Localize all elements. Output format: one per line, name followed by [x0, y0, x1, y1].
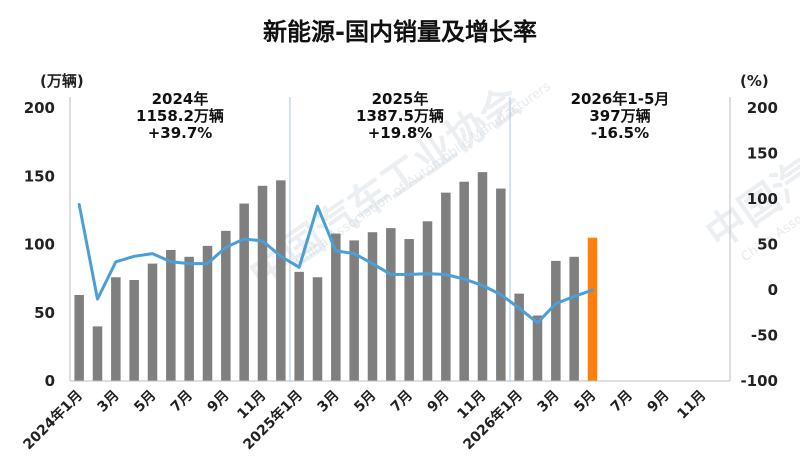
left-axis-tick-label: 50: [34, 304, 55, 322]
bar: [239, 203, 249, 381]
x-axis-tick-label: 7月: [608, 388, 636, 416]
x-axis-tick-label: 9月: [425, 388, 453, 416]
annotation-line: 397万辆: [589, 107, 650, 125]
x-axis-tick-label: 11月: [674, 388, 709, 423]
annotation-line: +39.7%: [148, 124, 213, 142]
right-axis-tick-label: 200: [747, 99, 778, 117]
bar: [532, 315, 543, 381]
annotation-line: 2024年: [152, 90, 209, 108]
left-axis-tick-label: 100: [24, 236, 55, 254]
annotation-line: 2026年1-5月: [571, 90, 670, 108]
annotation-line: +19.8%: [368, 124, 433, 142]
bar: [202, 245, 213, 381]
right-axis-tick-label: -100: [740, 372, 778, 390]
axes: [69, 97, 731, 382]
x-axis-tick-label: 9月: [205, 388, 233, 416]
bar: [386, 228, 396, 381]
bar: [422, 221, 433, 381]
x-axis-tick-label: 9月: [645, 388, 673, 416]
x-axis-tick-label: 7月: [168, 388, 196, 416]
growth-line-series: [77, 203, 594, 325]
annotation-line: 1387.5万辆: [356, 107, 444, 125]
bar: [367, 232, 378, 381]
bar: [496, 188, 506, 381]
x-axis-tick-label: 3月: [315, 388, 343, 416]
bar: [221, 230, 231, 381]
x-axis-tick-label: 3月: [535, 388, 563, 416]
bar: [294, 271, 304, 381]
bar: [276, 180, 286, 381]
bar: [74, 295, 84, 381]
right-axis-tick-label: 0: [768, 281, 778, 299]
bar: [569, 256, 579, 381]
right-axis-ticks: -100 -50 0 50 100 150 200: [740, 99, 778, 390]
right-axis-tick-label: -50: [751, 327, 778, 345]
right-axis-tick-label: 150: [747, 145, 778, 163]
year-separators: [289, 97, 511, 381]
bar: [441, 192, 451, 381]
bar: [551, 260, 561, 381]
left-axis-unit: (万辆): [40, 72, 84, 90]
right-axis-tick-label: 100: [747, 190, 778, 208]
bar: [331, 233, 341, 381]
x-axis-tick-label: 5月: [571, 388, 599, 416]
right-axis-unit: (%): [740, 72, 769, 90]
bar: [404, 239, 414, 381]
left-axis-tick-label: 0: [45, 372, 55, 390]
bar: [111, 277, 121, 381]
x-axis-tick-label: 5月: [351, 388, 379, 416]
bar: [257, 185, 268, 381]
x-axis-tick-label: 2024年1月: [20, 387, 86, 453]
bar: [184, 256, 194, 381]
bar: [477, 172, 488, 381]
annotation-line: -16.5%: [591, 124, 649, 142]
left-axis-tick-label: 200: [24, 99, 55, 117]
bar-series: [74, 172, 598, 381]
bar: [92, 326, 103, 381]
x-axis-tick-label: 5月: [131, 388, 159, 416]
bar: [587, 237, 598, 381]
right-axis-tick-label: 50: [757, 236, 778, 254]
bar: [129, 279, 139, 381]
annotation-line: 1158.2万辆: [136, 107, 224, 125]
bar: [166, 249, 176, 381]
bar: [459, 181, 469, 381]
x-axis-tick-label: 3月: [95, 388, 123, 416]
left-axis-tick-label: 150: [24, 167, 55, 185]
watermark: 中国汽车工业协会 China Association of Automobile…: [241, 78, 800, 299]
bar: [514, 293, 524, 381]
bar: [349, 240, 359, 381]
chart-title: 新能源-国内销量及增长率: [263, 18, 537, 46]
bar: [147, 263, 158, 381]
annotation-line: 2025年: [372, 90, 429, 108]
x-axis-tick-label: 7月: [388, 388, 416, 416]
left-axis-ticks: 0 50 100 150 200: [24, 99, 55, 390]
bar: [312, 277, 323, 381]
